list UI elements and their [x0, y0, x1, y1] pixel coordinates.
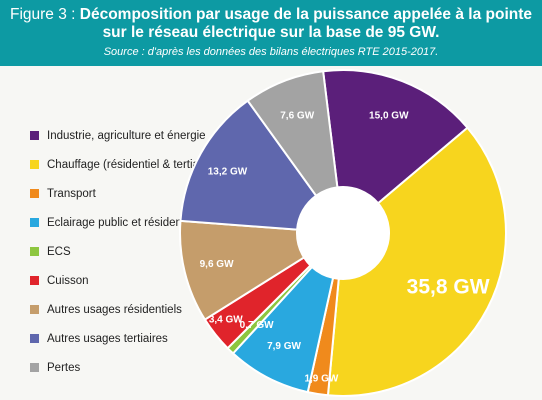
slice-value-label: 13,2 GW — [208, 166, 248, 177]
slice-value-label: 9,6 GW — [200, 259, 234, 270]
legend-label: Industrie, agriculture et énergie — [47, 129, 206, 142]
legend-item: Cuisson — [30, 266, 230, 295]
legend-swatch — [30, 218, 39, 227]
legend-label: Eclairage public et résidentiel — [47, 216, 197, 229]
chart-legend: Industrie, agriculture et énergie Chauffa… — [30, 121, 230, 382]
legend-swatch — [30, 189, 39, 198]
slice-value-label: 3,4 GW — [209, 315, 243, 326]
legend-item: Autres usages tertiaires — [30, 324, 230, 353]
legend-swatch — [30, 276, 39, 285]
legend-swatch — [30, 247, 39, 256]
slice-value-label: 0,7 GW — [240, 320, 274, 331]
legend-item: Autres usages résidentiels — [30, 295, 230, 324]
legend-label: Cuisson — [47, 274, 89, 287]
slice-value-label: 35,8 GW — [407, 275, 490, 298]
figure-title-text: Décomposition par usage de la puissance … — [79, 6, 532, 23]
legend-swatch — [30, 363, 39, 372]
legend-swatch — [30, 160, 39, 169]
donut-hole — [297, 187, 389, 279]
slice-value-label: 15,0 GW — [369, 111, 409, 122]
figure-title-line2: sur le réseau électrique sur la base de … — [102, 24, 440, 41]
legend-swatch — [30, 334, 39, 343]
figure-source: Source : d'après les données des bilans … — [103, 46, 439, 58]
legend-label: Autres usages résidentiels — [47, 303, 182, 316]
legend-item: Eclairage public et résidentiel — [30, 208, 230, 237]
slice-value-label: 7,6 GW — [280, 111, 314, 122]
legend-swatch — [30, 131, 39, 140]
legend-label: Pertes — [47, 361, 81, 374]
slice-value-label: 7,9 GW — [267, 341, 301, 352]
legend-item: Chauffage (résidentiel & tertiaire) — [30, 150, 230, 179]
figure-label: Figure 3 : — [9, 6, 76, 23]
legend-label: Chauffage (résidentiel & tertiaire) — [47, 158, 216, 171]
legend-item: ECS — [30, 237, 230, 266]
figure-header: Figure 3 : Décomposition par usage de la… — [0, 0, 542, 66]
legend-label: ECS — [47, 245, 71, 258]
legend-label: Autres usages tertiaires — [47, 332, 168, 345]
legend-item: Pertes — [30, 353, 230, 382]
slice-value-label: 1,9 GW — [304, 374, 338, 385]
legend-swatch — [30, 305, 39, 314]
legend-item: Industrie, agriculture et énergie — [30, 121, 230, 150]
legend-label: Transport — [47, 187, 96, 200]
figure-title-line1: Figure 3 : Décomposition par usage de la… — [0, 6, 542, 24]
legend-item: Transport — [30, 179, 230, 208]
